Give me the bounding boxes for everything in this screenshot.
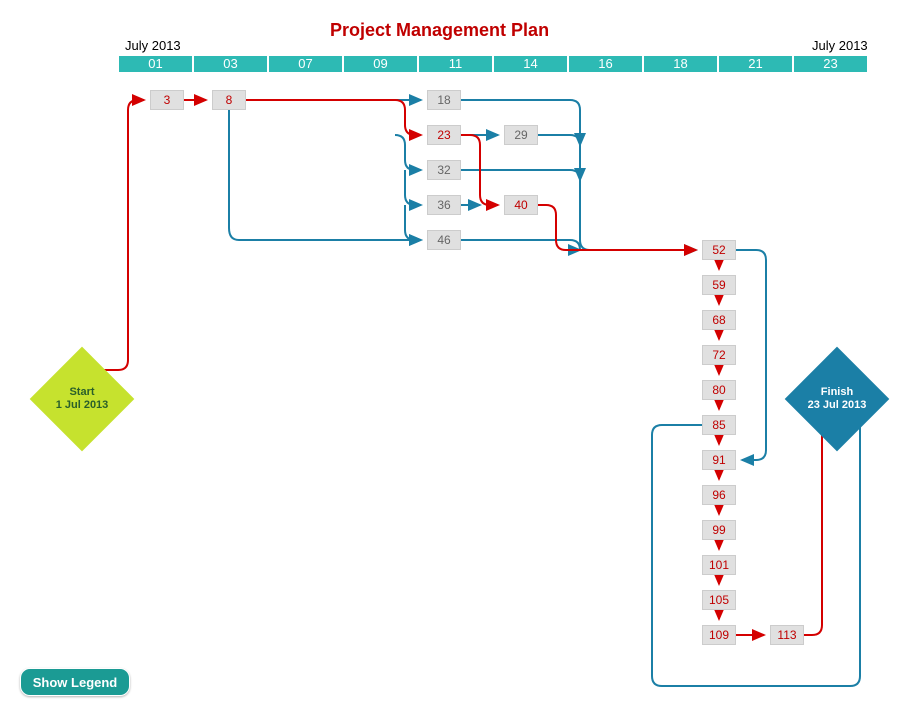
timeline-cell: 18	[643, 55, 718, 73]
task-box: 101	[702, 555, 736, 575]
milestone-start: Start1 Jul 2013	[45, 362, 119, 436]
milestone-start-date: 1 Jul 2013	[56, 399, 109, 411]
task-box: 72	[702, 345, 736, 365]
timeline-cell: 21	[718, 55, 793, 73]
task-box: 52	[702, 240, 736, 260]
timeline-left-label: July 2013	[125, 38, 181, 53]
task-box: 36	[427, 195, 461, 215]
task-box: 8	[212, 90, 246, 110]
milestone-finish: Finish23 Jul 2013	[800, 362, 874, 436]
task-box: 85	[702, 415, 736, 435]
page-title: Project Management Plan	[330, 20, 549, 41]
timeline-cell: 23	[793, 55, 868, 73]
milestone-start-title: Start	[69, 386, 94, 398]
show-legend-button[interactable]: Show Legend	[20, 668, 130, 696]
timeline-cell: 01	[118, 55, 193, 73]
timeline-cell: 07	[268, 55, 343, 73]
task-box: 99	[702, 520, 736, 540]
timeline-cell: 14	[493, 55, 568, 73]
task-box: 96	[702, 485, 736, 505]
task-box: 23	[427, 125, 461, 145]
timeline-cell: 03	[193, 55, 268, 73]
timeline-right-label: July 2013	[812, 38, 868, 53]
task-box: 80	[702, 380, 736, 400]
task-box: 40	[504, 195, 538, 215]
timeline-cell: 11	[418, 55, 493, 73]
task-box: 29	[504, 125, 538, 145]
task-box: 113	[770, 625, 804, 645]
task-box: 91	[702, 450, 736, 470]
milestone-finish-title: Finish	[821, 386, 853, 398]
task-box: 32	[427, 160, 461, 180]
diagram-canvas: Project Management Plan July 2013 July 2…	[0, 0, 900, 725]
task-box: 105	[702, 590, 736, 610]
task-box: 109	[702, 625, 736, 645]
task-box: 3	[150, 90, 184, 110]
timeline-cell: 16	[568, 55, 643, 73]
task-box: 68	[702, 310, 736, 330]
milestone-finish-date: 23 Jul 2013	[808, 399, 867, 411]
task-box: 18	[427, 90, 461, 110]
task-box: 59	[702, 275, 736, 295]
task-box: 46	[427, 230, 461, 250]
timeline-cell: 09	[343, 55, 418, 73]
